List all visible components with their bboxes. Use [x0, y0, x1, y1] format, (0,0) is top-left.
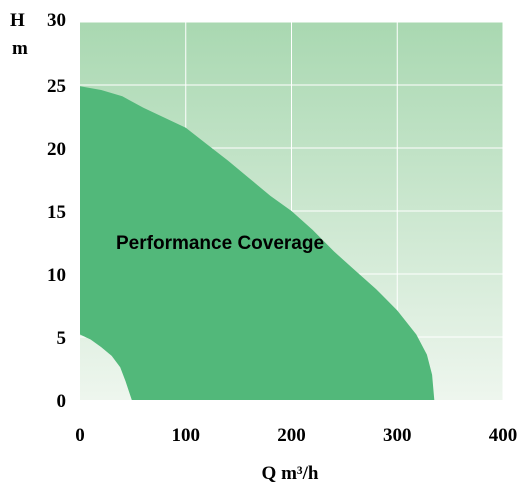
x-tick-label: 300 — [383, 425, 412, 446]
y-tick-label: 10 — [47, 265, 66, 286]
y-tick-label: 15 — [47, 202, 66, 223]
x-tick-label: 400 — [489, 425, 518, 446]
coverage-annotation: Performance Coverage — [116, 233, 324, 254]
x-tick-label: 100 — [172, 425, 201, 446]
y-tick-label: 5 — [57, 328, 67, 349]
x-tick-label: 200 — [277, 425, 306, 446]
x-axis-label: Q m³/h — [262, 463, 319, 484]
y-tick-label: 30 — [47, 10, 66, 31]
y-tick-label: 0 — [57, 391, 67, 412]
performance-coverage-area — [80, 86, 435, 401]
y-tick-label: 20 — [47, 139, 66, 160]
y-axis-ticks: 0 5 10 15 20 25 30 — [47, 10, 66, 412]
y-tick-label: 25 — [47, 76, 66, 97]
x-axis-ticks: 0 100 200 300 400 — [75, 425, 517, 446]
y-axis-label-h: H — [10, 10, 25, 31]
y-axis-label-unit: m — [12, 38, 28, 59]
x-tick-label: 0 — [75, 425, 85, 446]
